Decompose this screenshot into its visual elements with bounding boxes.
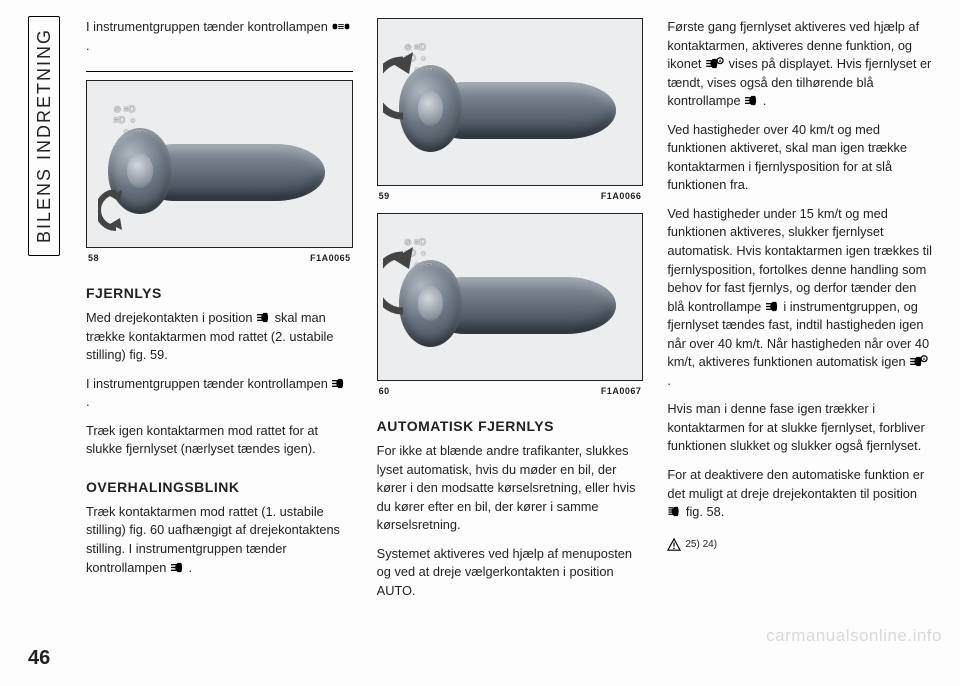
figure-number: 59 [379, 191, 390, 201]
col2-p1: For ikke at blænde andre trafikanter, sl… [377, 442, 644, 535]
text: fig. 58. [686, 504, 724, 519]
highbeam-icon [170, 561, 185, 574]
text: . [667, 373, 671, 388]
text: . [86, 394, 90, 409]
text: . [86, 38, 90, 53]
highbeam-auto-icon [909, 355, 929, 368]
highbeam-icon [744, 94, 759, 107]
col2-p2: Systemet aktiveres ved hjælp af menupost… [377, 545, 644, 601]
figure-60-caption: 60 F1A0067 [377, 383, 644, 396]
figure-code: F1A0066 [601, 191, 642, 201]
highbeam-icon [765, 300, 780, 313]
col1-p4: Træk igen kontaktarmen mod rattet for at… [86, 422, 353, 459]
highbeam-icon [331, 377, 346, 390]
rotate-arrow-icon [98, 190, 142, 234]
col3-p3: Ved hastigheder under 15 km/t og med fun… [667, 205, 934, 390]
figure-number: 60 [379, 386, 390, 396]
figure-58-caption: 58 F1A0065 [86, 250, 353, 263]
divider [86, 71, 353, 72]
figure-59-caption: 59 F1A0066 [377, 188, 644, 201]
warning-note-text: 25) 24) [685, 539, 717, 550]
col3-p4: Hvis man i denne fase igen trækker i kon… [667, 400, 934, 456]
text: I instrumentgruppen tænder kontrollampen [86, 376, 331, 391]
pull-arrow-icon [383, 52, 423, 124]
figure-58: ⊘ ≡D≡D ○ ○ ⇦ [86, 80, 353, 248]
highbeam-auto-icon [705, 57, 725, 70]
col3-p2: Ved hastigheder over 40 km/t og med funk… [667, 121, 934, 195]
column-1: I instrumentgruppen tænder kontrollampen… [86, 18, 353, 664]
column-2: ⊘ ≡D≡D ○ ○ ⇦ 59 F1A0066 ⊘ ≡D≡D ○ ○ ⇦ 60 … [377, 18, 644, 664]
pull-arrow-icon [383, 247, 423, 319]
text: For at deaktivere den automatiske funkti… [667, 467, 924, 501]
col1-p2: Med drejekontakten i position skal man t… [86, 309, 353, 365]
text: Ved hastigheder under 15 km/t og med fun… [667, 206, 932, 314]
col1-p3: I instrumentgruppen tænder kontrollampen… [86, 375, 353, 412]
highbeam-icon [256, 311, 271, 324]
col1-p5: Træk kontaktarmen mod rattet (1. ustabil… [86, 503, 353, 577]
col1-p1: I instrumentgruppen tænder kontrollampen… [86, 18, 353, 55]
figure-code: F1A0067 [601, 386, 642, 396]
text: . [189, 560, 193, 575]
text: Træk kontaktarmen mod rattet (1. ustabil… [86, 504, 340, 575]
text: Med drejekontakten i position [86, 310, 256, 325]
column-3: Første gang fjernlyset aktiveres ved hjæ… [667, 18, 934, 664]
watermark: carmanualsonline.info [766, 626, 942, 646]
col3-p5: For at deaktivere den automatiske funkti… [667, 466, 934, 522]
headlight-full-icon [667, 505, 682, 518]
figure-60: ⊘ ≡D≡D ○ ○ ⇦ [377, 213, 644, 381]
heading-overhalingsblink: OVERHALINGSBLINK [86, 479, 353, 495]
page-content: I instrumentgruppen tænder kontrollampen… [0, 0, 960, 686]
figure-code: F1A0065 [310, 253, 351, 263]
warning-note: 25) 24) [667, 538, 934, 551]
page-number: 46 [28, 647, 50, 670]
sidelight-icon [331, 20, 351, 33]
text: I instrumentgruppen tænder kontrollampen [86, 19, 331, 34]
figure-59: ⊘ ≡D≡D ○ ○ ⇦ [377, 18, 644, 186]
col3-p1: Første gang fjernlyset aktiveres ved hjæ… [667, 18, 934, 111]
text: . [763, 93, 767, 108]
heading-fjernlys: FJERNLYS [86, 285, 353, 301]
warning-triangle-icon [667, 538, 681, 551]
figure-number: 58 [88, 253, 99, 263]
heading-automatisk-fjernlys: AUTOMATISK FJERNLYS [377, 418, 644, 434]
